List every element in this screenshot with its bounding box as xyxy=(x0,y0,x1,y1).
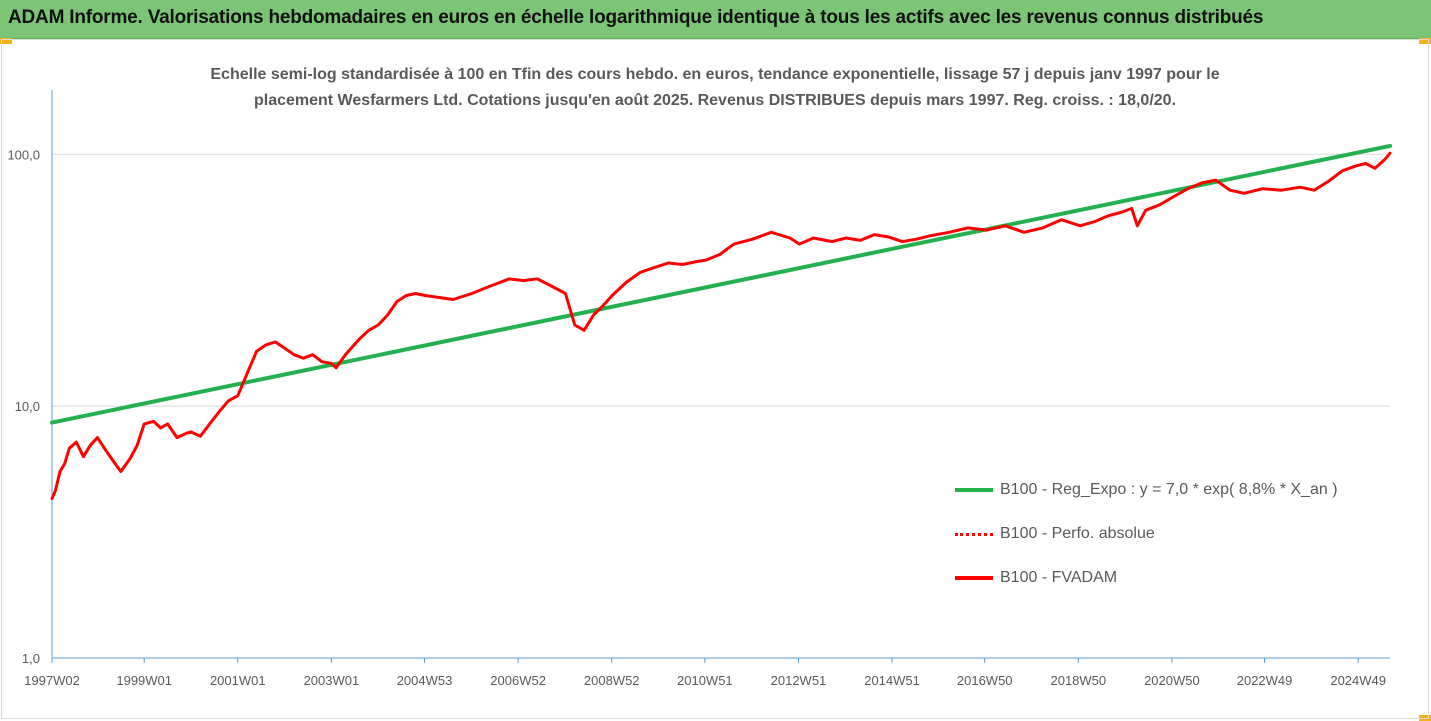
series-lines xyxy=(50,143,1392,500)
legend-swatch-fvadam xyxy=(955,576,993,580)
x-tick-labels: 1997W02 1999W01 2001W01 2003W01 2004W53 2006W… xyxy=(24,673,1386,688)
x-tick-label: 2020W50 xyxy=(1144,673,1200,688)
x-tick-label: 2003W01 xyxy=(304,673,360,688)
legend-swatch-reg-expo xyxy=(955,488,993,492)
x-tick-label: 1997W02 xyxy=(24,673,80,688)
x-tick-label: 2024W49 xyxy=(1330,673,1386,688)
chart-area xyxy=(1,39,1429,719)
legend-label-fvadam: B100 - FVADAM xyxy=(1000,569,1118,586)
x-tick-label: 2001W01 xyxy=(210,673,266,688)
y-tick-labels: 1,0 10,0 100,0 xyxy=(7,147,40,666)
x-tick-label: 2016W50 xyxy=(957,673,1013,688)
chart-subtitle: Echelle semi-log standardisée à 100 en T… xyxy=(150,62,1280,114)
chart-subtitle-line-1: Echelle semi-log standardisée à 100 en T… xyxy=(210,66,1220,83)
legend-item-perfo-absolue: B100 - Perfo. absolue xyxy=(955,522,1375,546)
x-tick-label: 2006W52 xyxy=(490,673,546,688)
legend-swatch-perfo-absolue xyxy=(955,533,993,536)
axes xyxy=(51,90,1390,663)
series-line-reg-expo xyxy=(50,143,1392,425)
x-tick-label: 2010W51 xyxy=(677,673,733,688)
legend-item-fvadam: B100 - FVADAM xyxy=(955,566,1375,590)
x-tick-label: 2008W52 xyxy=(584,673,640,688)
legend-item-reg-expo: B100 - Reg_Expo : y = 7,0 * exp( 8,8% * … xyxy=(955,478,1375,502)
legend-label-perfo-absolue: B100 - Perfo. absolue xyxy=(1000,525,1155,542)
x-tick-label: 1999W01 xyxy=(116,673,172,688)
x-tick-label: 2018W50 xyxy=(1050,673,1106,688)
corner-marker-left xyxy=(0,38,12,44)
legend-label-reg-expo: B100 - Reg_Expo : y = 7,0 * exp( 8,8% * … xyxy=(1000,481,1338,498)
series-line-fvadam xyxy=(50,151,1392,500)
corner-marker-right xyxy=(1419,38,1431,44)
x-tick-label: 2022W49 xyxy=(1237,673,1293,688)
x-tick-label: 2014W51 xyxy=(864,673,920,688)
chart-subtitle-line-2: placement Wesfarmers Ltd. Cotations jusq… xyxy=(253,92,1177,109)
y-tick-label: 100,0 xyxy=(7,147,40,162)
x-tick-label: 2004W53 xyxy=(397,673,453,688)
y-tick-label: 10,0 xyxy=(15,399,40,414)
x-tick-label: 2012W51 xyxy=(771,673,827,688)
y-tick-label: 1,0 xyxy=(22,651,40,666)
header-bar: ADAM Informe. Valorisations hebdomadaire… xyxy=(0,0,1431,39)
page-title: ADAM Informe. Valorisations hebdomadaire… xyxy=(8,7,1264,28)
